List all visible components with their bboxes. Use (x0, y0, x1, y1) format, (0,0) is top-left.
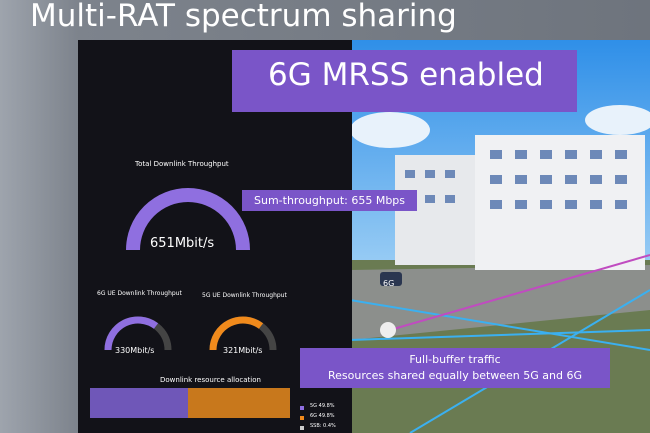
gauge-title: Total Downlink Throughput (135, 160, 229, 168)
title: Multi-RAT spectrum sharing (30, 0, 457, 34)
callout: Full-buffer traffic Resources shared equ… (300, 348, 610, 388)
banner: 6G MRSS enabled (232, 50, 577, 112)
callout-line: Full-buffer traffic (409, 353, 501, 366)
legend-entry: SSB: 0.4% (310, 423, 336, 429)
gauge-value: 321Mbit/s (223, 346, 263, 355)
gauge-value: 330Mbit/s (115, 346, 155, 355)
legend-entry: 6G 49.8% (310, 413, 335, 419)
callout: Sum-throughput: 655 Mbps (242, 190, 418, 211)
car-label: 6G (383, 279, 394, 288)
gauge-value: 651Mbit/s (150, 236, 215, 251)
gauge-title: 6G UE Downlink Throughput (97, 290, 182, 297)
gauge-title: 5G UE Downlink Throughput (202, 292, 287, 299)
allocation-title: Downlink resource allocation (160, 376, 261, 384)
legend-entry: 5G 49.8% (310, 403, 335, 409)
callout-line: Resources shared equally between 5G and … (327, 369, 583, 382)
